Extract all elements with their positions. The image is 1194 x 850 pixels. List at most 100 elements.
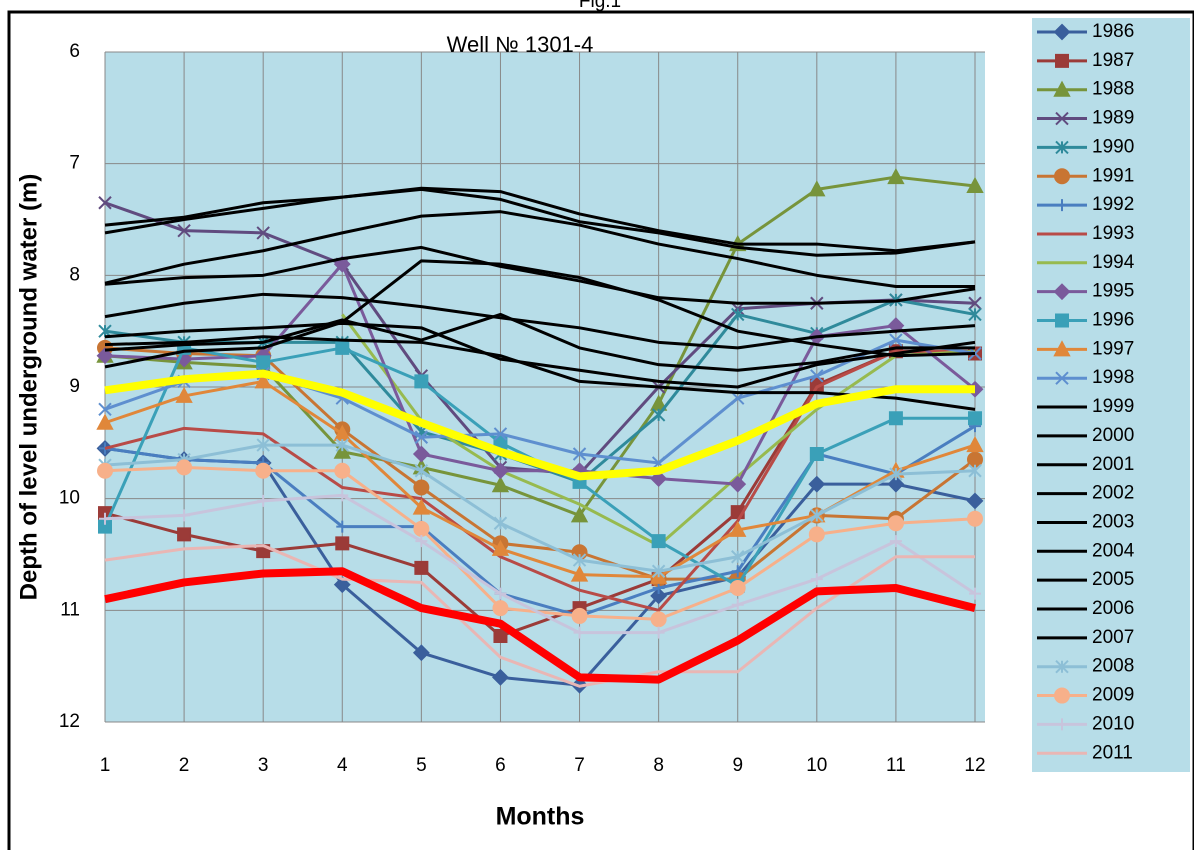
marker	[1055, 371, 1069, 385]
marker	[414, 374, 429, 389]
marker	[652, 582, 665, 594]
x-axis-label: Months	[496, 803, 585, 831]
marker	[1055, 659, 1069, 674]
line	[104, 259, 976, 369]
marker	[968, 307, 982, 322]
marker	[1056, 199, 1068, 212]
marker	[650, 611, 667, 628]
marker	[492, 462, 509, 480]
marker	[98, 402, 112, 417]
marker	[731, 565, 744, 578]
marker	[810, 573, 823, 586]
frame	[7, 10, 1194, 850]
marker	[175, 386, 193, 403]
line	[104, 335, 976, 411]
line	[104, 424, 976, 618]
legend-label: 1986	[1092, 21, 1134, 42]
marker	[493, 427, 508, 441]
line	[104, 349, 975, 612]
marker	[413, 520, 430, 537]
legend-label: 1997	[1092, 338, 1134, 359]
y-tick-label: 6	[69, 41, 80, 62]
legend-label: 2001	[1092, 454, 1134, 475]
marker	[729, 580, 746, 596]
marker	[492, 668, 509, 686]
marker	[1055, 313, 1069, 328]
legend-label: 1990	[1092, 136, 1134, 157]
marker	[731, 391, 745, 405]
highlight-line	[104, 369, 975, 481]
marker	[729, 520, 747, 537]
highlight-line	[104, 567, 976, 684]
legend-label: 1996	[1092, 310, 1134, 331]
marker	[651, 408, 666, 422]
marker	[1053, 23, 1071, 41]
marker	[571, 607, 588, 624]
marker	[177, 223, 191, 238]
legend-label: 1989	[1092, 108, 1134, 129]
legend-label: 2002	[1092, 483, 1134, 504]
marker	[887, 167, 905, 185]
marker	[257, 494, 270, 507]
marker	[98, 196, 112, 210]
x-tick-label: 3	[258, 755, 269, 776]
marker	[1054, 168, 1070, 185]
legend-label: 1992	[1092, 194, 1134, 215]
x-tick-label: 1	[100, 755, 111, 776]
marker	[412, 644, 430, 662]
y-tick-label: 11	[60, 599, 80, 620]
marker	[256, 226, 270, 240]
marker	[808, 180, 826, 197]
legend-label: 1995	[1092, 281, 1134, 302]
legend-label: 2006	[1092, 598, 1134, 619]
marker	[96, 413, 114, 430]
marker	[177, 527, 192, 542]
marker	[966, 492, 984, 510]
legend-label: 1999	[1092, 396, 1134, 417]
marker	[887, 515, 904, 532]
marker	[572, 447, 587, 461]
legend-label: 2010	[1092, 713, 1134, 734]
marker	[887, 475, 905, 493]
marker	[256, 438, 270, 452]
marker	[491, 476, 510, 493]
marker	[1055, 53, 1069, 68]
marker	[98, 519, 112, 534]
legend-label: 2007	[1092, 627, 1134, 648]
marker	[729, 475, 747, 493]
x-tick-label: 10	[806, 755, 827, 776]
marker	[967, 510, 983, 527]
marker	[415, 535, 428, 548]
marker	[335, 536, 350, 551]
legend-label: 1988	[1092, 79, 1134, 100]
marker	[176, 459, 193, 476]
marker	[333, 442, 351, 459]
legend-label: 2011	[1092, 742, 1133, 763]
marker	[651, 534, 666, 549]
marker	[1054, 687, 1070, 704]
marker	[966, 435, 984, 453]
marker	[966, 176, 984, 193]
legend-label: 2008	[1092, 656, 1134, 677]
marker	[968, 296, 982, 310]
marker	[412, 498, 431, 515]
marker	[968, 411, 982, 426]
x-tick-label: 11	[886, 755, 906, 776]
marker	[573, 626, 586, 639]
y-axis-label: Depth of level underground water (m)	[15, 174, 42, 601]
marker	[731, 307, 745, 322]
marker	[255, 462, 272, 479]
legend-label: 1987	[1092, 50, 1134, 71]
chart-title: Well № 1301-4	[447, 32, 594, 57]
marker	[493, 629, 508, 644]
marker	[570, 565, 589, 582]
line	[104, 175, 976, 517]
marker	[652, 626, 665, 639]
x-tick-label: 9	[732, 755, 743, 776]
marker	[1055, 111, 1069, 126]
marker	[413, 479, 430, 496]
legend-label: 2000	[1092, 425, 1134, 446]
legend-label: 2009	[1092, 685, 1134, 706]
line	[104, 186, 976, 253]
